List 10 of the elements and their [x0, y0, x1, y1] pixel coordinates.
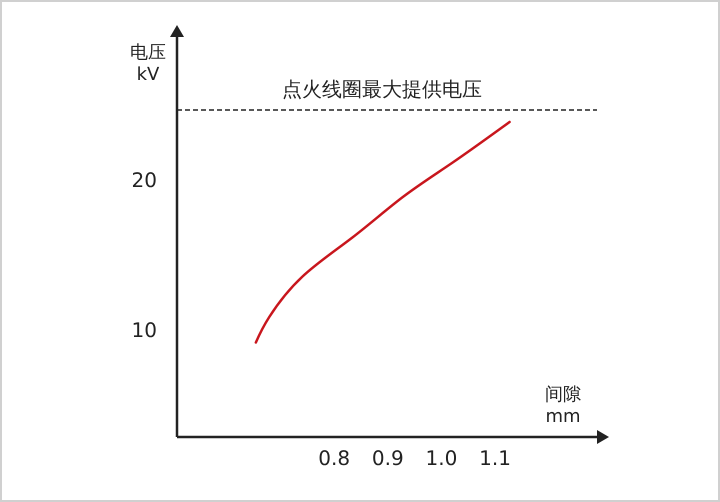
x-axis-title: 间隙 mm: [545, 384, 581, 427]
line-series: [254, 120, 511, 344]
ref-line-label: 点火线圈最大提供电压: [282, 77, 482, 101]
x-tick-label: 1.0: [426, 446, 458, 470]
x-tick-label: 0.8: [318, 446, 350, 470]
y-tick-label: 10: [132, 318, 157, 342]
y-axis-title: 电压 kV: [130, 42, 166, 85]
y-tick-label: 20: [132, 168, 157, 192]
x-tick-label: 1.1: [479, 446, 511, 470]
x-tick-label: 0.9: [372, 446, 404, 470]
